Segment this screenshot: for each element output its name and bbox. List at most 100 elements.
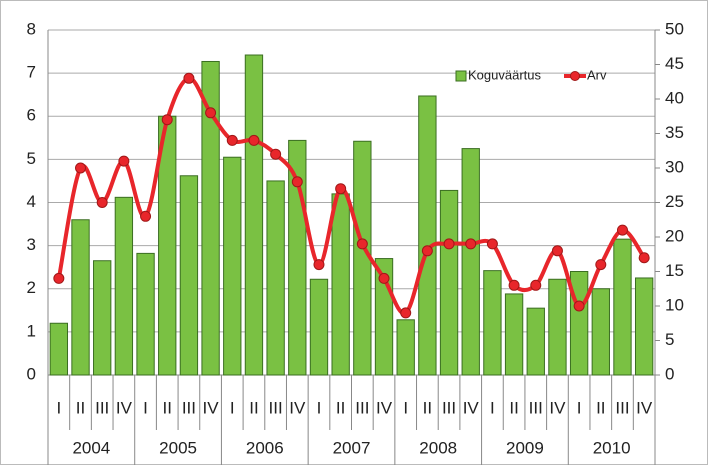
bar (309, 278, 329, 376)
x-tick-label: IV (376, 398, 393, 417)
marker (291, 176, 303, 188)
marker (161, 114, 173, 126)
legend-label: Arv (587, 67, 607, 82)
bar (223, 156, 242, 376)
y2-tick-label: 15 (665, 261, 684, 280)
marker (53, 272, 65, 284)
marker (335, 183, 347, 195)
x-tick-label: I (490, 398, 495, 417)
marker (140, 210, 152, 222)
x-tick-label: III (269, 398, 283, 417)
x-tick-label: III (355, 398, 369, 417)
marker (378, 272, 390, 284)
x-tick-label: IV (636, 398, 653, 417)
y-tick-label: 2 (27, 278, 36, 297)
bar (244, 54, 264, 376)
bar (504, 293, 524, 376)
bar (526, 307, 545, 376)
year-label: 2007 (333, 438, 371, 457)
year-label: 2004 (72, 438, 110, 457)
x-tick-label: III (615, 398, 629, 417)
marker (573, 300, 585, 312)
legend-label: Koguväärtus (468, 67, 541, 82)
marker (270, 148, 282, 160)
y2-tick-label: 35 (665, 123, 684, 142)
bar (114, 196, 134, 376)
year-label: 2006 (246, 438, 284, 457)
marker (313, 259, 325, 271)
x-tick-label: II (509, 398, 518, 417)
bar (49, 322, 69, 376)
x-tick-label: III (529, 398, 543, 417)
marker (551, 245, 563, 257)
year-label: 2008 (419, 438, 457, 457)
y-tick-label: 7 (27, 63, 36, 82)
y2-tick-label: 40 (665, 88, 684, 107)
x-tick-label: IV (463, 398, 480, 417)
marker (118, 155, 130, 167)
x-tick-label: II (336, 398, 345, 417)
marker (205, 107, 217, 119)
x-tick-label: IV (116, 398, 133, 417)
x-tick-label: III (442, 398, 456, 417)
x-tick-label: II (76, 398, 85, 417)
bar (93, 260, 112, 376)
y2-tick-label: 20 (665, 226, 684, 245)
x-tick-label: I (317, 398, 322, 417)
bar (136, 252, 155, 376)
year-label: 2010 (593, 438, 631, 457)
bar (266, 180, 285, 376)
y-tick-label: 5 (27, 149, 36, 168)
y2-tick-label: 10 (665, 295, 684, 314)
marker (183, 72, 195, 84)
year-label: 2005 (159, 438, 197, 457)
bar (483, 270, 502, 376)
x-tick-label: II (163, 398, 172, 417)
marker (75, 162, 87, 174)
marker (595, 259, 607, 271)
y2-tick-label: 50 (665, 19, 684, 38)
marker (400, 307, 412, 319)
y2-tick-label: 30 (665, 157, 684, 176)
x-tick-label: II (249, 398, 258, 417)
bar (439, 189, 459, 376)
x-tick-label: I (143, 398, 148, 417)
y-tick-label: 6 (27, 106, 36, 125)
x-tick-label: IV (549, 398, 566, 417)
marker (616, 224, 628, 236)
x-tick-label: IV (203, 398, 220, 417)
marker (248, 134, 260, 146)
bar (569, 271, 589, 376)
bar (396, 319, 415, 376)
y-tick-label: 1 (27, 321, 36, 340)
x-tick-label: I (230, 398, 235, 417)
x-tick-label: III (182, 398, 196, 417)
bar (461, 148, 480, 376)
bar (201, 60, 220, 376)
x-tick-label: I (56, 398, 61, 417)
bar (591, 288, 610, 376)
bar (613, 238, 632, 376)
y2-tick-label: 45 (665, 54, 684, 73)
x-tick-label: II (423, 398, 432, 417)
y2-tick-label: 5 (665, 330, 674, 349)
marker (356, 238, 368, 250)
bar (634, 277, 654, 376)
marker (465, 238, 477, 250)
marker (443, 238, 455, 250)
y-tick-label: 8 (27, 19, 36, 38)
marker (638, 252, 650, 264)
y-tick-label: 0 (27, 364, 36, 383)
legend-swatch (570, 71, 580, 81)
y2-tick-label: 0 (665, 364, 674, 383)
y2-tick-label: 25 (665, 192, 684, 211)
x-tick-label: IV (289, 398, 306, 417)
marker (421, 245, 433, 257)
y-tick-label: 3 (27, 235, 36, 254)
marker (96, 197, 108, 208)
x-tick-label: I (403, 398, 408, 417)
x-tick-label: III (95, 398, 109, 417)
legend-swatch (455, 70, 467, 82)
year-label: 2009 (506, 438, 544, 457)
